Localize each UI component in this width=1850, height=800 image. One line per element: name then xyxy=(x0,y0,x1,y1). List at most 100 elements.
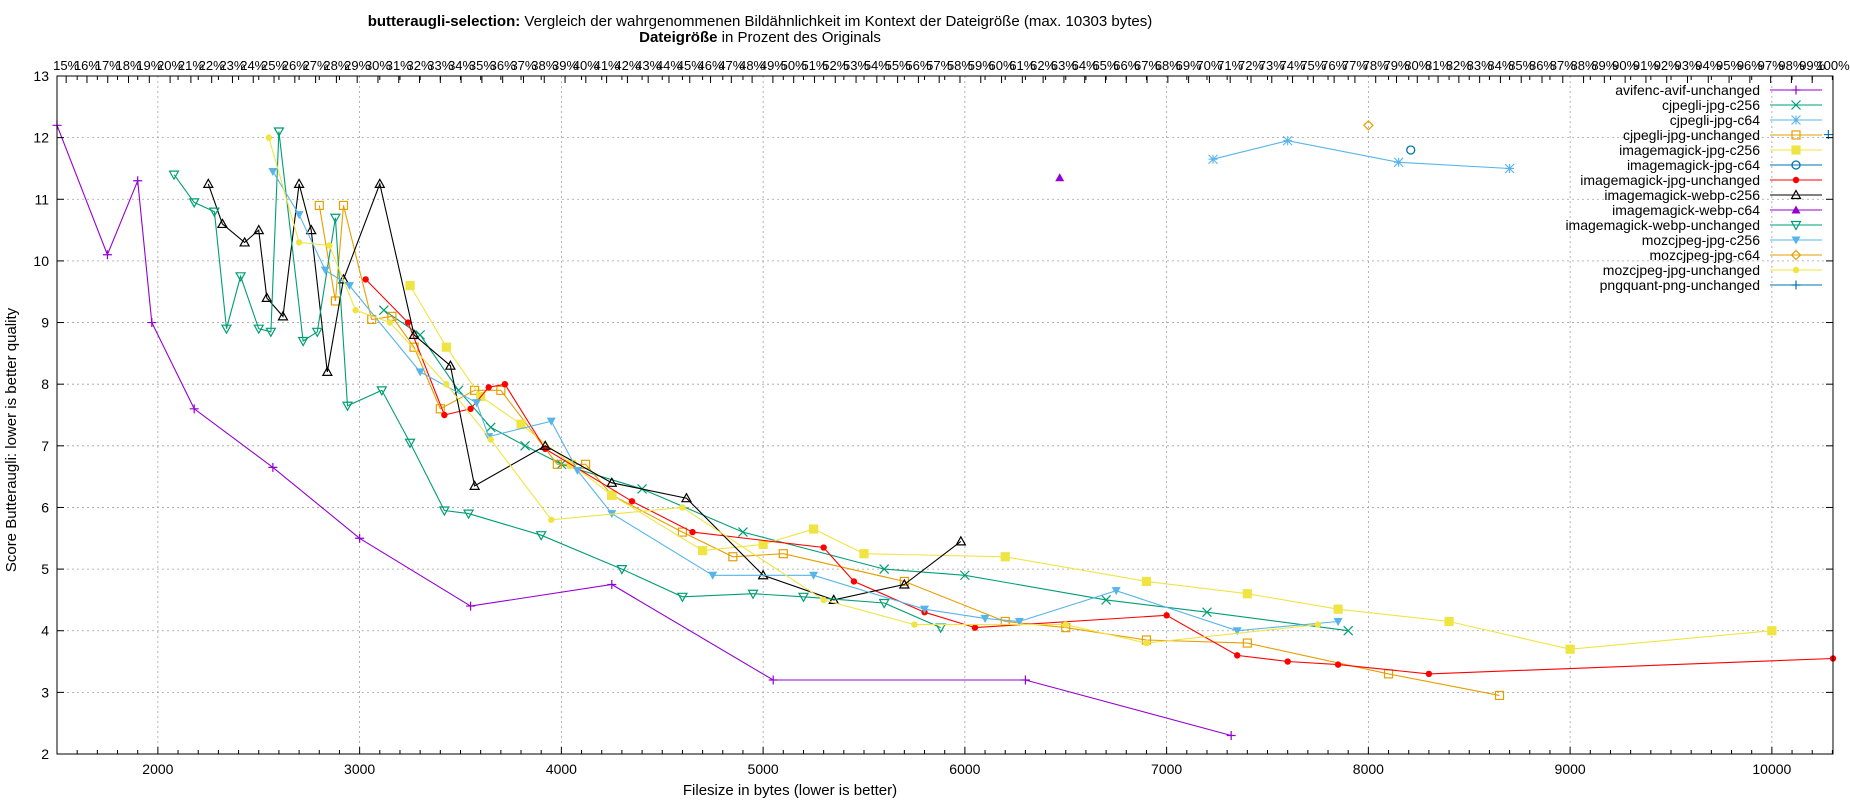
data-point xyxy=(273,127,285,138)
series-line xyxy=(268,137,1318,644)
data-point xyxy=(1792,176,1800,184)
legend-label: mozcjpeg-jpg-unchanged xyxy=(1603,262,1760,278)
x2-tick-label: 47% xyxy=(718,58,744,73)
series-line xyxy=(207,182,962,601)
data-point xyxy=(1406,145,1416,155)
data-point xyxy=(1101,594,1112,605)
data-point xyxy=(552,459,562,469)
x2-tick-label: 51% xyxy=(801,58,827,73)
data-point xyxy=(1242,638,1252,648)
data-point xyxy=(345,282,355,291)
data-point xyxy=(689,528,696,536)
chart-title-rest: Vergleich der wahrgenommenen Bildähnlich… xyxy=(520,13,1152,30)
data-point xyxy=(408,329,420,339)
x2-tick-label: 97% xyxy=(1758,58,1784,73)
x2-tick-label: 76% xyxy=(1321,58,1347,73)
data-point xyxy=(268,462,278,472)
data-point xyxy=(728,552,738,562)
x2-tick-label: 77% xyxy=(1342,58,1368,73)
data-point xyxy=(1444,616,1454,627)
data-point xyxy=(1226,731,1236,741)
series-mozcjpeg-jpg-c64 xyxy=(1363,119,1374,131)
data-point xyxy=(441,411,448,419)
data-point xyxy=(971,624,979,631)
data-point xyxy=(1504,163,1515,174)
legend-label: mozcjpeg-jpg-c64 xyxy=(1650,247,1761,263)
data-point xyxy=(809,571,819,580)
data-point xyxy=(878,598,890,609)
legend-label: imagemagick-webp-c256 xyxy=(1604,187,1760,203)
x-tick-label: 5000 xyxy=(748,761,779,777)
x2-tick-label: 18% xyxy=(116,58,142,73)
legend-entry: mozcjpeg-jpg-c256 xyxy=(1642,232,1822,248)
x2-tick-label: 29% xyxy=(344,58,370,73)
y-tick-label: 8 xyxy=(41,376,49,392)
legend-entry: cjpegli-jpg-c256 xyxy=(1662,97,1822,113)
x2-tick-label: 44% xyxy=(656,58,682,73)
data-point xyxy=(485,422,496,433)
data-point xyxy=(1282,135,1293,146)
data-point xyxy=(189,404,199,414)
data-point xyxy=(1143,639,1150,647)
data-point xyxy=(628,498,636,505)
x2-tick-label: 72% xyxy=(1238,58,1264,73)
data-point xyxy=(1791,100,1801,110)
series-imagemagick-jpg-unchanged xyxy=(362,276,1837,678)
series-line xyxy=(365,279,1834,675)
data-point xyxy=(548,516,555,523)
legend-label: imagemagick-jpg-c256 xyxy=(1619,142,1760,158)
data-point xyxy=(797,592,809,603)
x2-tick-label: 36% xyxy=(490,58,516,73)
y-tick-label: 7 xyxy=(41,438,49,454)
data-point xyxy=(1565,644,1575,654)
data-point xyxy=(1202,607,1212,618)
data-point xyxy=(405,280,415,291)
data-point xyxy=(607,580,617,589)
y-tick-label: 2 xyxy=(41,746,49,762)
data-point xyxy=(443,380,450,388)
data-point xyxy=(485,384,492,391)
y-axis-label: Score Butteraugli: lower is better quali… xyxy=(3,307,20,572)
legend-entry: imagemagick-webp-c64 xyxy=(1612,202,1822,218)
x2-tick-label: 54% xyxy=(864,58,890,73)
chart-title-bold: butteraugli-selection: xyxy=(368,13,521,30)
data-point xyxy=(265,327,277,338)
data-point xyxy=(516,419,526,429)
x2-tick-label: 64% xyxy=(1072,58,1098,73)
x2-tick-label: 30% xyxy=(365,58,391,73)
data-point xyxy=(1792,266,1800,274)
series-line xyxy=(272,171,1339,632)
series-cjpegli-jpg-c256 xyxy=(378,305,1354,636)
data-point xyxy=(1208,154,1218,165)
y-axis-label-rest: lower is better quality xyxy=(3,307,20,453)
x-tick-label: 2000 xyxy=(142,761,173,777)
x-axis-label-rest: in bytes (lower is better) xyxy=(734,782,897,799)
data-point xyxy=(362,276,369,283)
x2-tick-label: 69% xyxy=(1176,58,1202,73)
data-point xyxy=(386,319,394,326)
x2-tick-label: 53% xyxy=(843,58,869,73)
x2-tick-label: 79% xyxy=(1383,58,1409,73)
data-point xyxy=(747,589,759,600)
data-point xyxy=(466,601,476,611)
data-point xyxy=(520,440,530,451)
x2-tick-label: 37% xyxy=(510,58,536,73)
legend-entry: imagemagick-webp-unchanged xyxy=(1565,217,1822,233)
x2-tick-label: 70% xyxy=(1196,58,1222,73)
x2-tick-label: 62% xyxy=(1030,58,1056,73)
legend-label: avifenc-avif-unchanged xyxy=(1615,82,1760,98)
data-point xyxy=(188,198,200,209)
series-layer xyxy=(52,119,1837,741)
data-point xyxy=(1242,589,1252,599)
data-point xyxy=(1343,625,1354,636)
x2-tick-label: 86% xyxy=(1529,58,1555,73)
data-point xyxy=(487,436,494,443)
data-point xyxy=(898,578,910,589)
legend-entry: cjpegli-jpg-unchanged xyxy=(1623,127,1822,143)
y-tick-label: 12 xyxy=(33,130,49,146)
data-point xyxy=(1020,675,1030,685)
data-point xyxy=(168,170,180,181)
x-tick-label: 7000 xyxy=(1151,761,1182,777)
data-point xyxy=(573,466,583,475)
